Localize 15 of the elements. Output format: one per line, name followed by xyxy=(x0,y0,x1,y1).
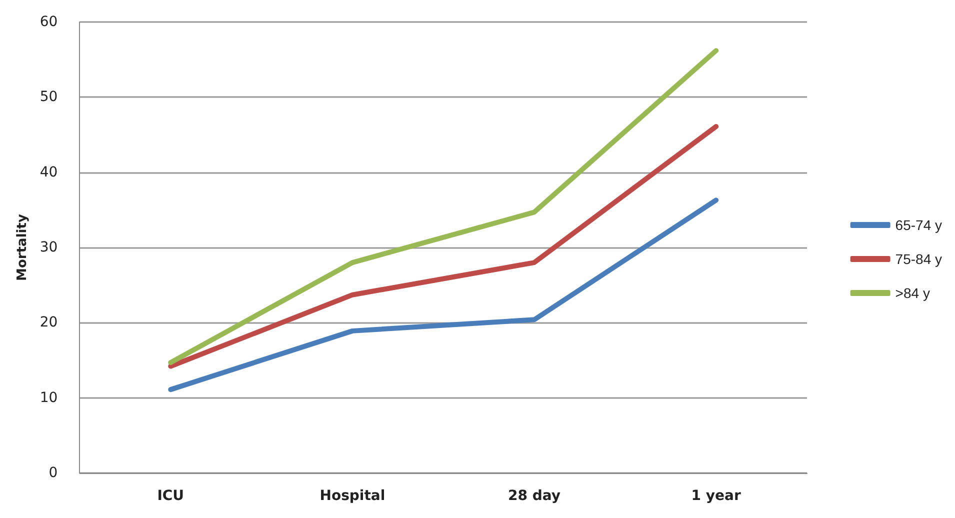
legend-label: >84 y xyxy=(895,285,930,301)
y-axis-title: Mortality xyxy=(15,214,30,281)
y-tick-label: 50 xyxy=(40,89,58,106)
y-tick-label: 0 xyxy=(48,465,58,481)
y-tick-label: 40 xyxy=(40,164,58,180)
legend-label: 65-74 y xyxy=(895,217,942,233)
y-tick-label: 10 xyxy=(40,390,58,406)
y-tick-label: 60 xyxy=(40,14,58,30)
legend-label: 75-84 y xyxy=(895,251,942,267)
y-tick-label: 20 xyxy=(40,314,58,331)
x-tick-label: ICU xyxy=(157,488,184,504)
x-tick-label: 28 day xyxy=(508,488,561,504)
y-tick-label: 30 xyxy=(40,240,58,256)
x-tick-label: 1 year xyxy=(691,488,741,504)
x-tick-label: Hospital xyxy=(320,488,386,504)
